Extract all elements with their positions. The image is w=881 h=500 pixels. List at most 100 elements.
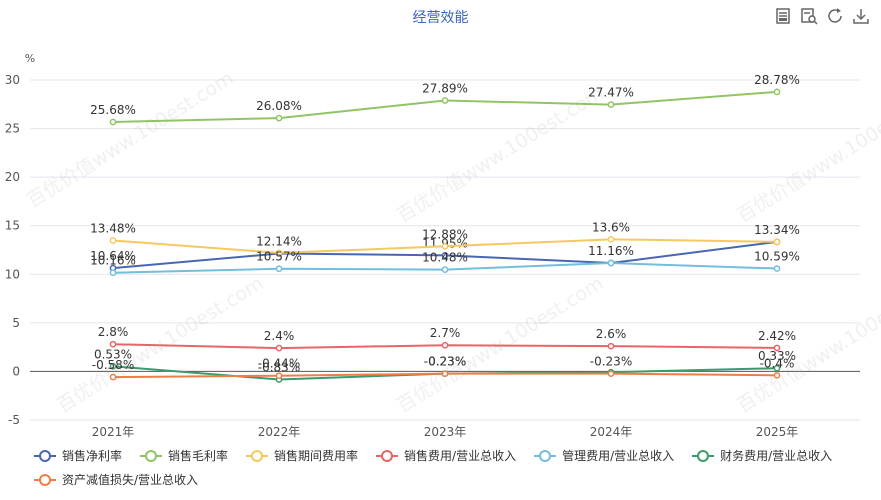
y-tick-label: 15 [5, 219, 20, 233]
data-label: 10.59% [754, 250, 800, 264]
x-tick-label: 2024年 [590, 425, 633, 439]
x-tick-label: 2025年 [756, 425, 799, 439]
legend-label: 资产减值损失/营业总收入 [62, 473, 199, 487]
x-tick-label: 2022年 [258, 425, 301, 439]
data-point [109, 373, 117, 381]
data-label: 28.78% [754, 73, 800, 87]
restore-icon[interactable] [825, 6, 845, 26]
legend-item[interactable]: 资产减值损失/营业总收入 [34, 471, 198, 488]
data-point [441, 266, 449, 273]
data-point [773, 364, 781, 372]
data-label: 13.6% [592, 220, 630, 234]
y-tick-label: 0 [12, 364, 20, 378]
data-label: -0.23% [424, 355, 466, 369]
data-label: 0.33% [758, 349, 796, 363]
data-label: 13.48% [90, 221, 136, 235]
chart-title: 经营效能 [412, 10, 469, 26]
data-point [109, 340, 117, 348]
data-label: 26.08% [256, 99, 302, 113]
data-label: 11.16% [588, 244, 634, 258]
data-point [275, 372, 283, 380]
data-point [441, 370, 449, 378]
download-icon[interactable] [851, 6, 871, 26]
legend-marker-icon [140, 449, 163, 462]
data-point [773, 238, 781, 246]
y-tick-label: 25 [5, 122, 20, 136]
data-label: 2.8% [98, 325, 129, 339]
line-chart: % -5 0 5 10 15 20 25 30 2021年 2022年 2023年 2024年 2025… [5, 52, 860, 439]
data-label: 2.7% [430, 326, 461, 340]
zoom-icon[interactable] [799, 6, 819, 26]
legend-marker-icon [246, 449, 269, 462]
legend-item[interactable]: 销售费用/营业总收入 [376, 447, 516, 464]
data-label: 27.47% [588, 86, 634, 100]
legend-label: 销售净利率 [62, 449, 123, 463]
data-point [441, 242, 449, 250]
legend-label: 财务费用/营业总收入 [720, 449, 833, 463]
data-point [607, 342, 615, 350]
y-tick-label: 30 [5, 73, 20, 87]
data-point [607, 370, 615, 378]
y-axis-label: % [25, 52, 35, 65]
data-label: -0.23% [424, 355, 466, 369]
data-label: 10.48% [422, 251, 468, 265]
y-tick-label: 10 [5, 267, 20, 281]
legend-item[interactable]: 管理费用/营业总收入 [534, 447, 674, 464]
data-label: 2.42% [758, 329, 796, 343]
legend-marker-icon [34, 473, 56, 486]
data-point [109, 362, 117, 370]
legend-label: 销售费用/营业总收入 [404, 449, 517, 463]
y-tick-label: 20 [5, 170, 20, 184]
data-point [441, 251, 449, 259]
legend-item[interactable]: 销售期间费用率 [246, 447, 358, 464]
data-label: -0.44% [258, 357, 300, 371]
chart-legend: 销售净利率 销售毛利率 销售期间费用率 销售费用/营业总收入 管理费用/营业总收入 财务费… [34, 447, 874, 488]
data-point [441, 97, 449, 104]
legend-item[interactable]: 销售净利率 [34, 447, 122, 464]
legend-label: 销售毛利率 [168, 449, 229, 463]
data-point [607, 101, 615, 108]
data-point [275, 344, 283, 352]
data-label: 2.4% [264, 329, 295, 343]
data-label: 0.53% [94, 347, 132, 361]
data-point [275, 265, 283, 273]
data-point [109, 269, 117, 277]
series-line [112, 90, 778, 123]
legend-marker-icon [34, 449, 56, 462]
data-point [773, 371, 781, 379]
legend-item[interactable]: 财务费用/营业总收入 [692, 447, 832, 464]
data-point [607, 259, 615, 267]
chart-toolbar [773, 6, 871, 26]
data-point [275, 114, 283, 122]
data-point [773, 344, 781, 352]
data-label: 13.34% [754, 223, 800, 237]
data-label: -0.23% [590, 355, 632, 369]
x-tick-label: 2023年 [424, 425, 467, 439]
data-point [607, 235, 615, 243]
y-tick-label: -5 [8, 413, 20, 427]
data-point [773, 265, 781, 272]
data-label: 27.89% [422, 81, 468, 95]
legend-label: 管理费用/营业总收入 [562, 449, 675, 463]
data-point [275, 249, 283, 257]
data-point [441, 341, 449, 349]
y-tick-label: 5 [12, 316, 20, 330]
data-label: 12.14% [256, 234, 302, 248]
data-point [109, 118, 117, 126]
legend-marker-icon [534, 449, 557, 462]
data-label: 10.57% [256, 250, 302, 264]
data-label: -0.83% [258, 360, 300, 374]
data-view-icon[interactable] [773, 6, 793, 26]
data-label: -0.58% [92, 358, 134, 372]
x-tick-label: 2021年 [92, 425, 135, 439]
data-point [109, 237, 117, 244]
data-point [773, 88, 781, 96]
data-label: 12.88% [422, 227, 468, 241]
legend-marker-icon [376, 449, 399, 462]
data-label: -0.4% [760, 356, 795, 370]
data-label: 10.64% [90, 249, 136, 263]
legend-item[interactable]: 销售毛利率 [140, 447, 228, 464]
data-label: 25.68% [90, 103, 136, 117]
legend-label: 销售期间费用率 [274, 449, 359, 463]
data-label: 10.16% [90, 254, 136, 268]
